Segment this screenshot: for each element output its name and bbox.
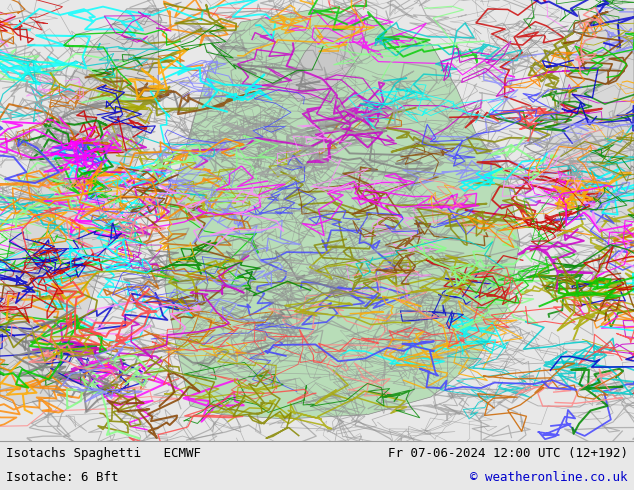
Polygon shape	[165, 9, 520, 419]
Text: Isotache: 6 Bft: Isotache: 6 Bft	[6, 470, 119, 484]
Text: Isotachs Spaghetti   ECMWF: Isotachs Spaghetti ECMWF	[6, 447, 202, 461]
Text: © weatheronline.co.uk: © weatheronline.co.uk	[470, 470, 628, 484]
Polygon shape	[539, 9, 634, 243]
Polygon shape	[0, 9, 158, 406]
Polygon shape	[285, 9, 368, 101]
Text: Fr 07-06-2024 12:00 UTC (12+192): Fr 07-06-2024 12:00 UTC (12+192)	[387, 447, 628, 461]
